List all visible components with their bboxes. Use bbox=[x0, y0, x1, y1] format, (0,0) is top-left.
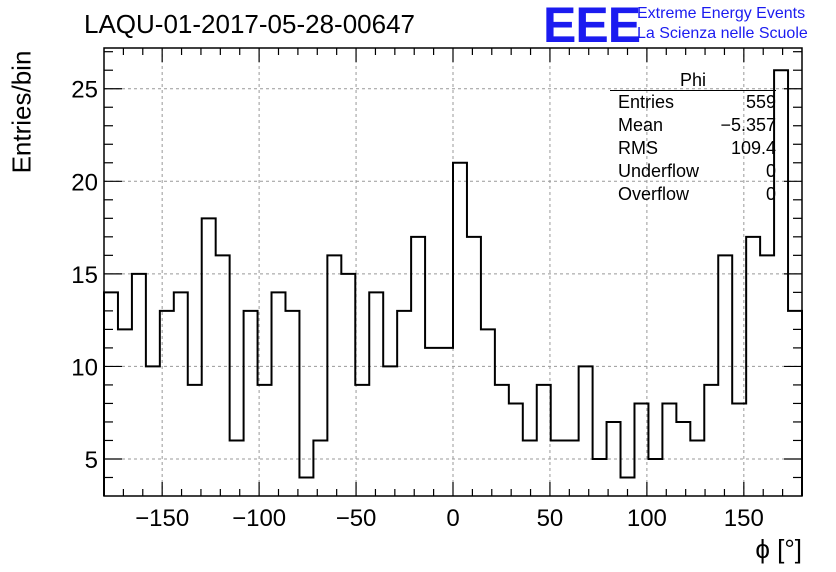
histogram-bin bbox=[411, 237, 425, 496]
histogram-bin bbox=[174, 292, 188, 496]
histogram-bin bbox=[313, 440, 327, 496]
histogram-bin bbox=[230, 440, 244, 496]
histogram-bin bbox=[662, 403, 676, 496]
histogram-bin bbox=[327, 255, 341, 496]
stats-label: Underflow bbox=[618, 161, 700, 181]
histogram-bin bbox=[774, 70, 788, 496]
y-tick-label: 20 bbox=[71, 169, 98, 196]
stats-row-mean: Mean −5.357 bbox=[610, 114, 776, 137]
histogram-outline bbox=[103, 69, 803, 496]
stats-value: 109.4 bbox=[730, 138, 776, 158]
histogram-bin bbox=[634, 403, 648, 496]
histogram-bin bbox=[146, 366, 160, 496]
x-tick-label: −50 bbox=[336, 505, 377, 532]
histogram-bin bbox=[523, 440, 537, 496]
stats-row-rms: RMS 109.4 bbox=[610, 137, 776, 160]
histogram-bin bbox=[397, 311, 411, 496]
stats-row-overflow: Overflow 0 bbox=[610, 183, 776, 206]
histogram-bin bbox=[565, 440, 579, 496]
y-tick-label: 15 bbox=[71, 262, 98, 289]
histogram-bin bbox=[132, 274, 146, 496]
run-title: LAQU-01-2017-05-28-00647 bbox=[84, 9, 415, 39]
histogram-bin bbox=[439, 348, 453, 496]
eee-logo: EEE bbox=[543, 0, 641, 53]
histogram-bin bbox=[621, 477, 635, 496]
org-name-line1: Extreme Energy Events bbox=[637, 5, 806, 22]
x-tick-label: 50 bbox=[537, 505, 564, 532]
histogram-bin bbox=[481, 329, 495, 496]
stats-value: 0 bbox=[765, 184, 776, 204]
histogram-bin bbox=[788, 311, 802, 496]
histogram-bin bbox=[216, 255, 230, 496]
histogram-bin bbox=[188, 385, 202, 496]
y-tick-label: 5 bbox=[85, 447, 98, 474]
histogram-bin bbox=[369, 292, 383, 496]
stats-row-entries: Entries 559 bbox=[610, 91, 776, 114]
histogram-bin bbox=[648, 459, 662, 496]
histogram-bin bbox=[746, 237, 760, 496]
axis-ticks bbox=[104, 48, 802, 496]
histogram-bin bbox=[495, 385, 509, 496]
histogram-bin bbox=[467, 237, 481, 496]
stats-row-underflow: Underflow 0 bbox=[610, 160, 776, 183]
x-tick-label: 0 bbox=[446, 505, 459, 532]
histogram-bin bbox=[551, 440, 565, 496]
histogram-bin bbox=[355, 385, 369, 496]
histogram-bin bbox=[509, 403, 523, 496]
stats-value: −5.357 bbox=[720, 115, 776, 135]
histogram-bin bbox=[383, 366, 397, 496]
y-axis-label: Entries/bin bbox=[6, 50, 37, 174]
x-tick-label: −150 bbox=[135, 505, 189, 532]
y-tick-label: 10 bbox=[71, 354, 98, 381]
histogram-bin bbox=[607, 422, 621, 496]
org-name-line2: La Scienza nelle Scuole bbox=[637, 25, 808, 42]
histogram-bin bbox=[244, 311, 258, 496]
y-tick-label: 25 bbox=[71, 77, 98, 104]
histogram-bin bbox=[690, 440, 704, 496]
histogram-bin bbox=[537, 385, 551, 496]
stats-box: Phi Entries 559 Mean −5.357 RMS 109.4 Un… bbox=[610, 70, 776, 206]
histogram-bin bbox=[118, 329, 132, 496]
histogram-bin bbox=[285, 311, 299, 496]
histogram-bin bbox=[579, 366, 593, 496]
histogram-bin bbox=[272, 292, 286, 496]
histogram-bin bbox=[732, 403, 746, 496]
histogram-bin bbox=[425, 348, 439, 496]
stats-label: Entries bbox=[618, 92, 675, 112]
stats-title: Phi bbox=[610, 70, 776, 91]
histogram-bin bbox=[453, 163, 467, 496]
histogram-bin bbox=[160, 311, 174, 496]
histogram-bin bbox=[593, 459, 607, 496]
stats-value: 559 bbox=[745, 92, 776, 112]
x-tick-label: 150 bbox=[724, 505, 764, 532]
stats-label: Overflow bbox=[618, 184, 690, 204]
histogram-bin bbox=[104, 292, 118, 496]
x-tick-label: −100 bbox=[232, 505, 286, 532]
histogram-bin bbox=[760, 255, 774, 496]
tick-labels: −150 −100 −50 0 50 100 150 5 10 15 20 25 bbox=[71, 77, 764, 532]
histogram-bin bbox=[341, 274, 355, 496]
histogram-bin bbox=[718, 255, 732, 496]
x-tick-label: 100 bbox=[627, 505, 667, 532]
stats-label: Mean bbox=[618, 115, 664, 135]
histogram-bin bbox=[202, 218, 216, 496]
histogram-bin bbox=[676, 422, 690, 496]
histogram-bin bbox=[299, 477, 313, 496]
x-axis-label: ϕ [°] bbox=[755, 534, 802, 564]
stats-value: 0 bbox=[765, 161, 776, 181]
histogram-bin bbox=[258, 385, 272, 496]
histogram-bin bbox=[704, 385, 718, 496]
stats-label: RMS bbox=[618, 138, 658, 158]
